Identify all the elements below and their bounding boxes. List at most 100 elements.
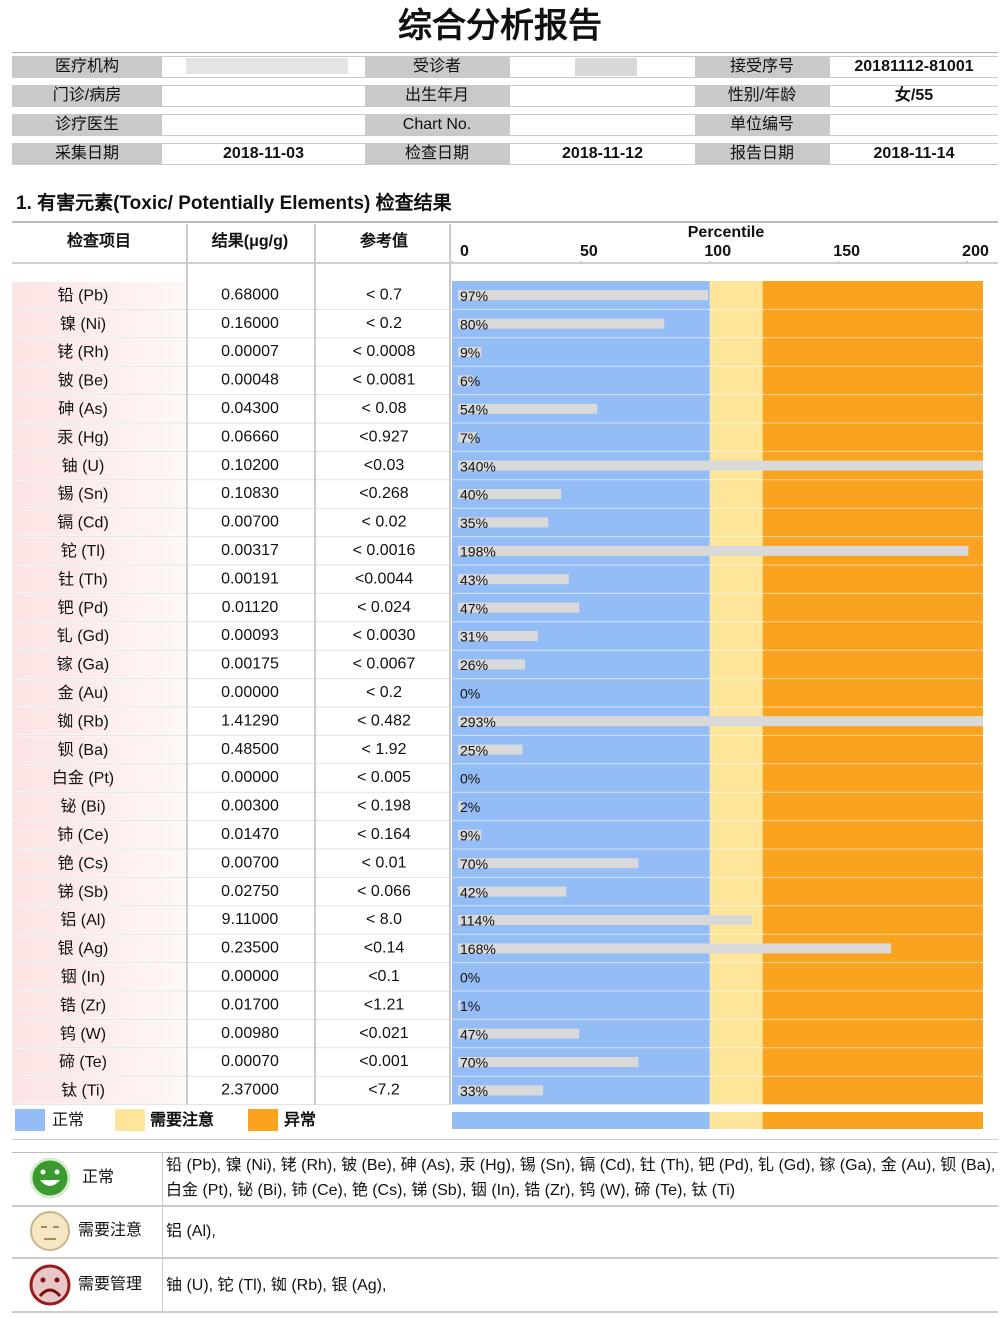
result: 0.06660 [221,428,279,445]
info-label: 性别/年龄 [728,86,796,104]
reference: < 0.005 [357,769,411,786]
percentile-bar [458,801,464,812]
result: 0.00070 [221,1053,279,1070]
element-name: 铈 (Ce) [57,826,109,844]
info-label: 检查日期 [405,144,469,162]
element-name: 镓 (Ga) [57,656,109,674]
element-name: 砷 (As) [58,400,108,418]
name-cell [12,338,186,366]
divider [12,1311,998,1313]
percentile-label: 26% [460,657,488,673]
element-name: 银 (Ag) [58,940,109,958]
result: 0.00007 [221,343,279,360]
percentile-label: 54% [460,402,488,418]
summary-icons [12,1152,998,1313]
info-value-cell [510,86,695,106]
name-cell [12,395,186,422]
percentile-label: 6% [460,373,480,389]
percentile-label: 70% [460,1055,488,1071]
legend-bar [709,1112,763,1129]
percentile-label: 293% [460,714,496,730]
legend-swatch [15,1109,45,1131]
divider [12,1152,998,1153]
reference: < 0.066 [357,883,411,900]
neutral-icon [30,1211,70,1251]
name-cell [12,424,186,451]
legend-bar [452,1112,710,1129]
reference: < 0.01 [362,854,407,871]
reference: < 0.482 [357,712,411,729]
percentile-label: 35% [460,515,488,531]
info-value-cell [830,86,998,106]
zone [762,281,983,1105]
percentile-bar [458,318,665,329]
percentile-bar [458,403,598,414]
reference: < 0.0030 [353,627,416,644]
result: 0.02750 [221,883,279,900]
reference: < 0.0016 [353,542,416,559]
percentile-label: 0% [460,771,480,787]
zone [709,281,763,1105]
summary-elements: 铀 (U), 铊 (Tl), 铷 (Rb), 银 (Ag), [166,1277,387,1294]
element-name: 铷 (Rb) [57,712,109,730]
name-cell [12,708,186,735]
result: 1.41290 [221,712,279,729]
name-cell [12,821,186,848]
percentile-label: 31% [460,629,488,645]
result: 0.04300 [221,400,279,417]
percentile-bar [458,886,567,897]
redaction [575,58,637,76]
result: 0.68000 [221,286,279,303]
bars [458,290,983,1096]
element-name: 碲 (Te) [59,1053,107,1071]
reference: < 0.164 [357,826,411,843]
info-label: 单位编号 [730,115,794,133]
sad-icon [29,1264,71,1306]
percentile-label: 40% [460,487,488,503]
percentile-label: 7% [460,430,480,446]
percentile-label: 168% [460,941,496,957]
name-cell [12,509,186,536]
legend-swatch [115,1109,145,1131]
percentile-bar [458,574,569,585]
divider [162,1152,163,1312]
percentile-bar [458,716,983,727]
element-name: 铯 (Cs) [58,854,109,872]
info-label: 采集日期 [55,144,119,162]
name-cell [12,1048,186,1076]
summary-elements: 铅 (Pb), 镍 (Ni), 铑 (Rh), 铍 (Be), 砷 (As), … [166,1157,996,1199]
name-cell [12,878,186,905]
info-label: Chart No. [403,116,471,133]
name-cell [12,566,186,593]
result: 0.00048 [221,372,279,389]
element-name: 金 (Au) [58,684,109,702]
percentile-label: 25% [460,742,488,758]
percentile-bar [458,545,969,556]
name-cell [12,679,186,706]
percentile-label: 97% [460,288,488,304]
x-tick-label: 150 [833,243,860,260]
reference: <0.001 [359,1053,408,1070]
percentile-label: 9% [460,345,480,361]
info-value: 20181112-81001 [854,58,973,75]
legend-label: 异常 [284,1110,316,1129]
summary-label: 需要管理 [78,1275,142,1293]
percentile-bar [458,347,482,357]
name-cell [12,651,186,678]
name-cell [12,736,186,763]
reference: < 0.7 [366,286,402,303]
result: 0.01700 [221,996,279,1013]
x-tick-label: 200 [962,243,989,260]
name-cell [12,793,186,820]
rule [12,262,998,264]
reference: <0.268 [359,485,408,502]
element-name: 铟 (In) [61,968,105,986]
info-label: 门诊/病房 [53,86,121,104]
info-value: 2018-11-03 [223,145,304,162]
percentile-bar [458,1057,639,1067]
axis-title: Percentile [688,224,765,241]
element-name: 镍 (Ni) [60,315,106,333]
column-header: 结果(μg/g) [211,231,288,250]
percentile-bar [458,1028,580,1039]
